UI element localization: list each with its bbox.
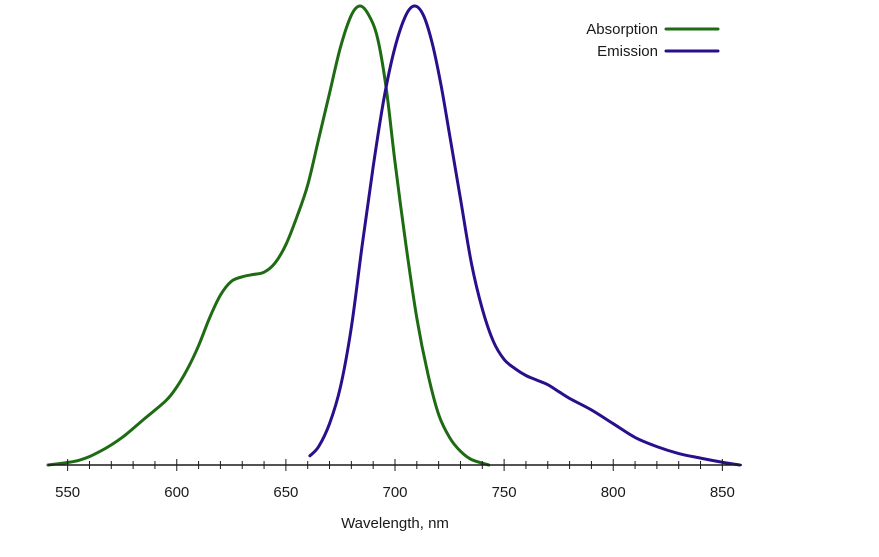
x-axis: 550 600 650 700 750 800 850 xyxy=(48,459,742,501)
x-tick-label: 650 xyxy=(273,484,298,501)
x-tick-label: 600 xyxy=(164,484,189,501)
legend: Absorption Emission xyxy=(586,21,720,60)
x-tick-label: 750 xyxy=(492,484,517,501)
x-axis-title: Wavelength, nm xyxy=(341,515,449,532)
x-tick-label: 800 xyxy=(601,484,626,501)
x-tick-label: 550 xyxy=(55,484,80,501)
series-line-emission xyxy=(308,4,742,467)
x-tick-label: 850 xyxy=(710,484,735,501)
legend-label-emission: Emission xyxy=(597,43,658,60)
x-tick-label: 700 xyxy=(382,484,407,501)
plot-area xyxy=(46,4,742,467)
series-line-absorption xyxy=(46,4,491,467)
legend-label-absorption: Absorption xyxy=(586,21,658,38)
